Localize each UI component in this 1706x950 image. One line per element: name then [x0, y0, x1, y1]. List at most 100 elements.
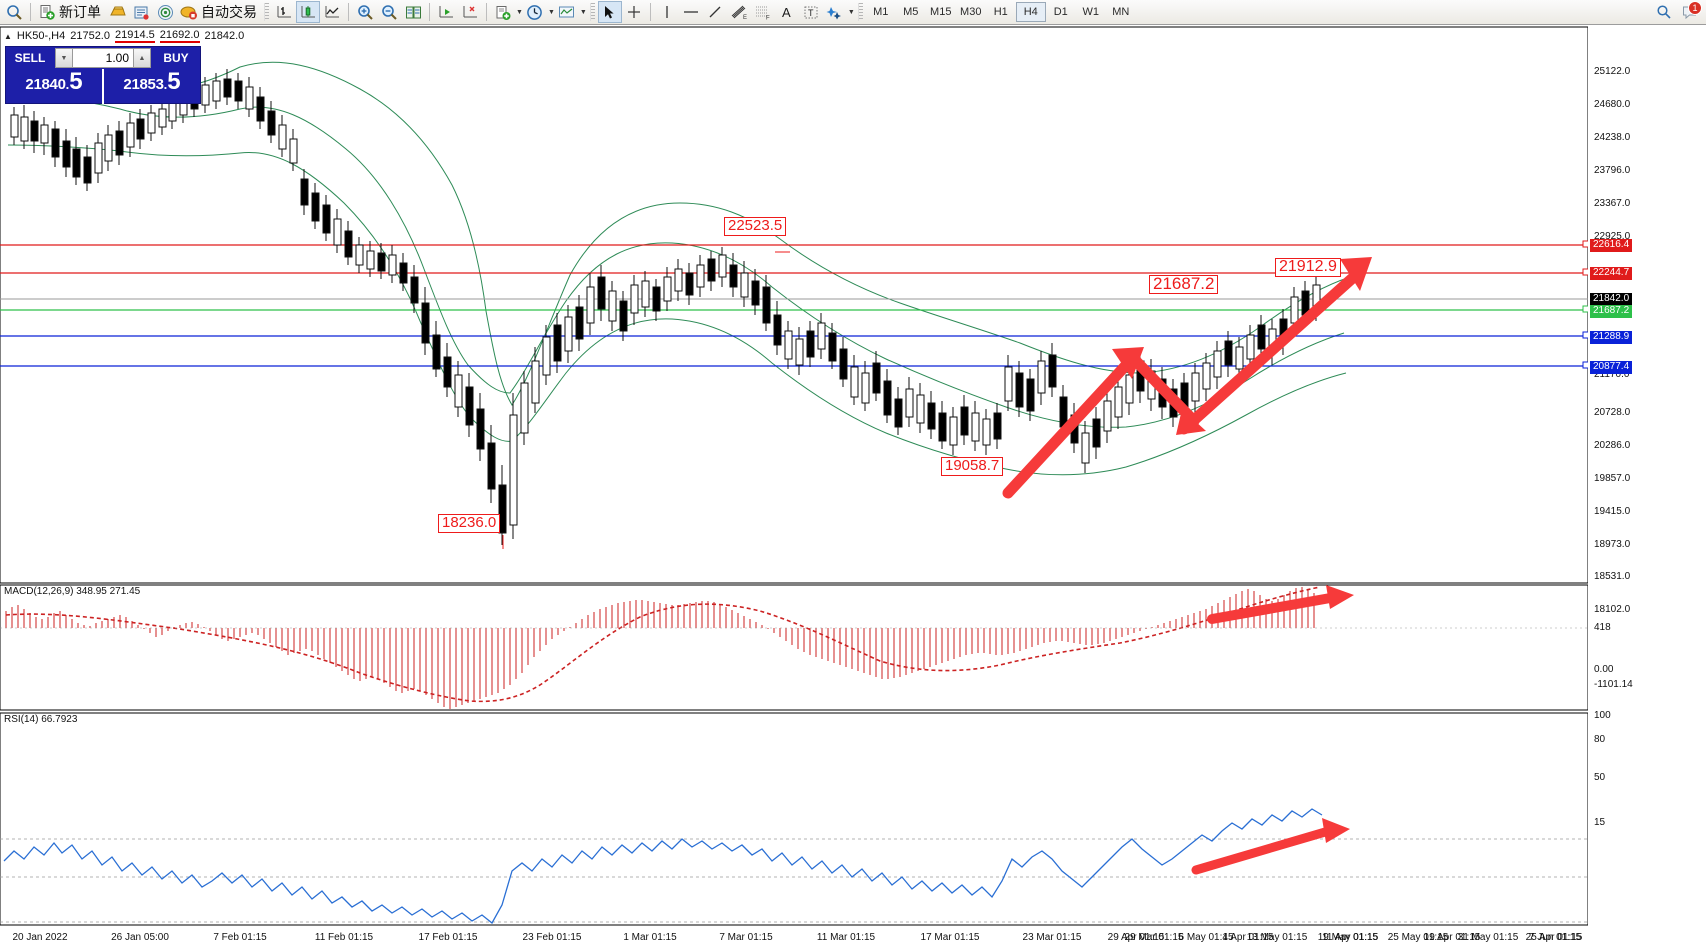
templates-icon[interactable] [555, 1, 579, 23]
trade-panel-divider [102, 69, 104, 104]
toolbar-grip[interactable] [857, 3, 863, 21]
fibonacci-retracement-icon[interactable]: F [751, 1, 775, 23]
volume-increase-button[interactable]: ▲ [133, 48, 151, 68]
timeframe-m5[interactable]: M5 [903, 6, 919, 18]
time-label: 19 May 01:15 [1317, 932, 1379, 943]
volume-input[interactable]: 1.00 [73, 48, 133, 68]
buy-price-dot: . [163, 77, 168, 92]
note-18236[interactable]: 18236.0 [438, 514, 501, 533]
rsi-indicator-label: RSI(14) 66.7923 [4, 714, 78, 725]
new-order-icon[interactable] [35, 1, 59, 23]
text-icon[interactable]: A [781, 4, 791, 20]
macd-indicator-label: MACD(12,26,9) 348.95 271.45 [4, 586, 141, 597]
macd-tick: -1101.14 [1594, 679, 1633, 690]
gold-bar-icon[interactable] [105, 1, 129, 23]
time-label: 11 Apr 01:15 [1322, 932, 1378, 943]
autoscroll-icon[interactable] [434, 1, 458, 23]
timeframe-m15[interactable]: M15 [930, 6, 952, 18]
chevron-down-icon[interactable]: ▼ [847, 8, 855, 16]
note-19058[interactable]: 19058.7 [941, 457, 1004, 476]
timeframe-d1[interactable]: D1 [1053, 6, 1068, 18]
buy-price[interactable]: 21853 . 5 [104, 69, 200, 104]
signals-icon[interactable] [153, 1, 177, 23]
vertical-line-icon[interactable] [655, 1, 679, 23]
chevron-down-icon[interactable]: ▼ [547, 8, 555, 16]
volume-stepper[interactable]: ▼ 1.00 ▲ [55, 48, 151, 68]
rsi-tick: 80 [1594, 734, 1606, 745]
crosshair-icon[interactable] [622, 1, 646, 23]
note-21912[interactable]: 21912.9 [1275, 258, 1341, 277]
chart-shift-icon[interactable] [458, 1, 482, 23]
timeframe-m30[interactable]: M30 [960, 6, 982, 18]
price-tag-resistance-1[interactable]: 22616.4 [1590, 239, 1633, 252]
chat-notification-icon[interactable]: 1 [1676, 1, 1704, 23]
trade-panel-top-row: SELL ▼ 1.00 ▲ BUY [6, 47, 200, 69]
toolbar-grip[interactable] [264, 3, 269, 21]
sell-button[interactable]: SELL [6, 47, 54, 69]
timeframe-w1[interactable]: W1 [1082, 6, 1100, 18]
indicators-icon[interactable] [491, 1, 515, 23]
price-tag-bid[interactable]: 21687.2 [1590, 305, 1633, 318]
sell-price-fraction: 5 [69, 68, 83, 95]
sell-price-integer: 21840 [25, 76, 66, 93]
text-label-icon[interactable]: T [799, 1, 823, 23]
new-order-label[interactable]: 新订单 [59, 4, 101, 20]
macd-tick: 0.00 [1594, 664, 1614, 675]
chevron-down-icon[interactable]: ▼ [579, 8, 587, 16]
note-22523[interactable]: 22523.5 [724, 217, 787, 236]
candlestick-chart-icon[interactable] [296, 1, 320, 23]
horizontal-line-icon[interactable] [679, 1, 703, 23]
bar-chart-icon[interactable] [272, 1, 296, 23]
zoom-out-icon[interactable] [377, 1, 401, 23]
note-21687[interactable]: 21687.2 [1149, 275, 1219, 294]
time-label: 23 Feb 01:15 [522, 932, 582, 943]
search-icon[interactable] [1652, 1, 1676, 23]
sell-price[interactable]: 21840 . 5 [6, 69, 102, 104]
toolbar-separator [30, 3, 31, 21]
timeframe-mn[interactable]: MN [1112, 6, 1130, 18]
one-click-trading-panel[interactable]: SELL ▼ 1.00 ▲ BUY 21840 . 5 21853 . 5 [5, 46, 201, 104]
timeframe-h1[interactable]: H1 [993, 6, 1008, 18]
autotrading-label[interactable]: 自动交易 [201, 4, 257, 20]
main-toolbar: 新订单 [0, 0, 1706, 25]
periods-icon[interactable] [523, 1, 547, 23]
time-label: 26 Jan 05:00 [111, 932, 169, 943]
ohlc-high: 21914.5 [114, 29, 155, 43]
toolbar-separator [486, 3, 487, 21]
price-tick: 18973.0 [1594, 539, 1631, 550]
price-tick: 21170.0 [1594, 369, 1630, 380]
rsi-trend-arrow [1191, 825, 1337, 875]
equidistant-channel-icon[interactable]: E [727, 1, 751, 23]
price-tag-ask[interactable]: 21842.0 [1590, 293, 1633, 306]
expert-advisor-icon[interactable] [129, 1, 153, 23]
data-window-icon[interactable] [401, 1, 425, 23]
volume-decrease-button[interactable]: ▼ [55, 48, 73, 68]
macd-tick: 418 [1594, 622, 1611, 633]
zoom-in-icon[interactable] [353, 1, 377, 23]
trend-arrow-up-1 [1002, 357, 1134, 499]
chevron-down-icon[interactable]: ▼ [516, 8, 523, 16]
price-tag-support-1[interactable]: 21288.9 [1590, 331, 1633, 344]
price-axis[interactable]: 25122.0 24680.0 24238.0 23796.0 23367.0 … [1588, 25, 1706, 950]
svg-text:E: E [743, 15, 747, 20]
cursor-icon[interactable] [597, 1, 622, 23]
price-tag-resistance-2[interactable]: 22244.7 [1590, 267, 1633, 280]
autotrading-icon[interactable] [177, 1, 201, 23]
timeframe-h4[interactable]: H4 [1015, 2, 1046, 22]
trendline-icon[interactable] [703, 1, 727, 23]
buy-button[interactable]: BUY [152, 47, 200, 69]
macd-arrow-head [1326, 585, 1354, 609]
buy-price-integer: 21853 [123, 76, 164, 93]
toolbar-grip[interactable] [589, 3, 595, 21]
shapes-icon[interactable] [823, 1, 847, 23]
time-label: 17 Mar 01:15 [920, 932, 980, 943]
timeframe-m1[interactable]: M1 [873, 6, 889, 18]
chart-canvas[interactable] [0, 25, 1706, 950]
collapse-triangle-icon[interactable]: ▲ [4, 31, 12, 41]
market-watch-icon[interactable] [2, 1, 26, 23]
line-chart-icon[interactable] [320, 1, 344, 23]
sell-price-dot: . [65, 77, 70, 92]
price-tag-support-2[interactable]: 20877.4 [1590, 361, 1633, 374]
time-axis[interactable]: 20 Jan 2022 26 Jan 05:00 7 Feb 01:15 11 … [0, 928, 1588, 950]
ohlc-close: 21842.0 [204, 30, 245, 42]
